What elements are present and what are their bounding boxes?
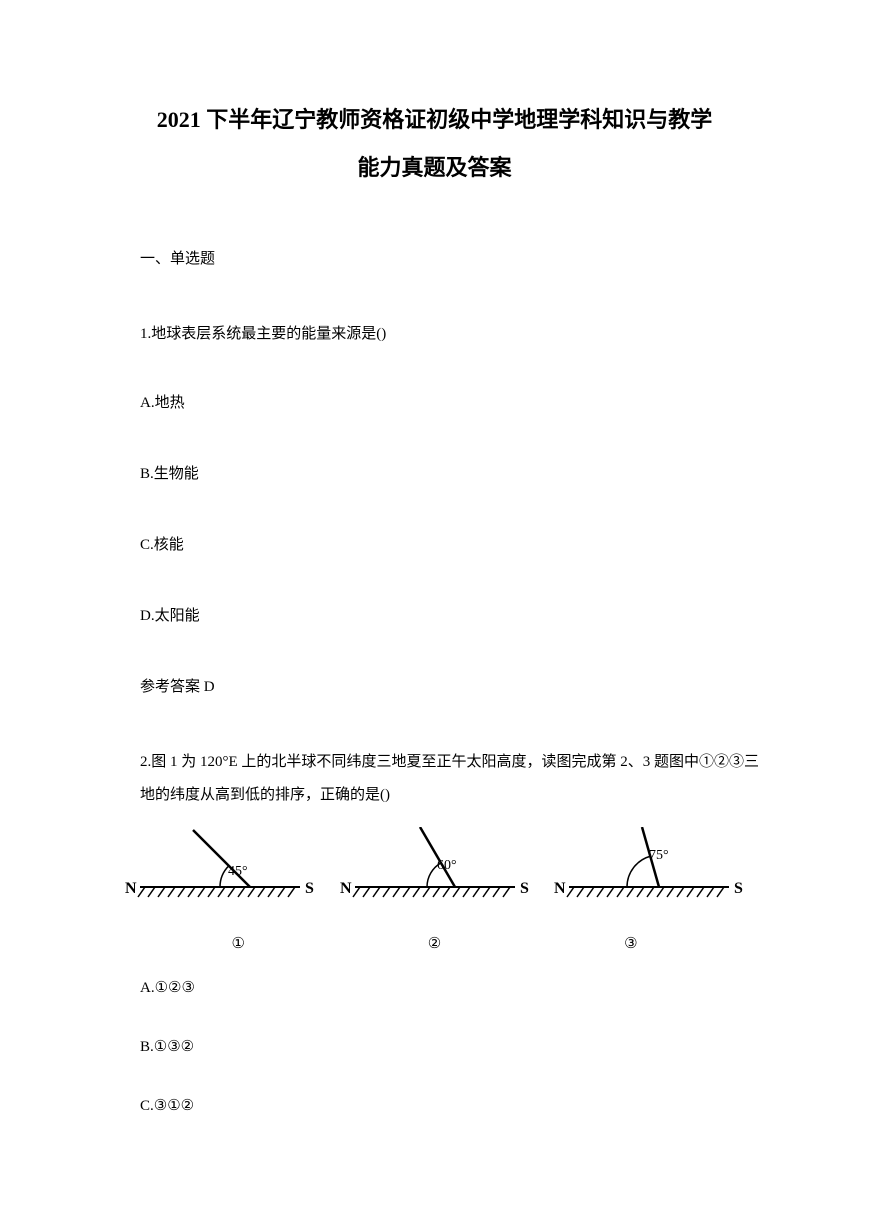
sun-angle-diagram-2: N S 60° [335,827,535,917]
sun-angle-diagram-1: N S 45° [120,827,320,917]
q1-option-c: C.核能 [140,533,759,554]
q2-option-c: C.③①② [140,1096,759,1115]
hatching [138,887,295,897]
angle-label: 60° [437,858,457,873]
sun-ray [420,827,455,887]
q1-option-b: B.生物能 [140,462,759,483]
question-2-text: 2.图 1 为 120°E 上的北半球不同纬度三地夏至正午太阳高度，读图完成第 … [140,746,759,812]
north-label: N [340,880,352,897]
q1-option-d: D.太阳能 [140,604,759,625]
diagram-label-1: ① [140,934,336,953]
section-header: 一、单选题 [140,247,759,268]
south-label: S [305,880,314,897]
diagram-row: N S 45° [110,827,759,922]
diagram-1: N S 45° [120,827,320,922]
document-title: 2021 下半年辽宁教师资格证初级中学地理学科知识与教学 能力真题及答案 [110,100,759,187]
angle-label: 45° [228,864,248,879]
north-label: N [125,880,137,897]
diagram-2: N S 60° [335,827,535,922]
diagram-label-3: ③ [533,934,729,953]
diagram-3: N S 75° [549,827,749,922]
angle-arc [627,856,651,887]
title-line-1: 2021 下半年辽宁教师资格证初级中学地理学科知识与教学 [110,100,759,140]
diagram-label-2: ② [336,934,532,953]
q1-option-a: A.地热 [140,391,759,412]
hatching [353,887,510,897]
north-label: N [554,880,566,897]
angle-label: 75° [649,848,669,863]
south-label: S [734,880,743,897]
hatching [567,887,724,897]
question-1-text: 1.地球表层系统最主要的能量来源是() [140,318,759,351]
diagram-number-labels: ① ② ③ [110,934,759,953]
q2-option-a: A.①②③ [140,978,759,997]
sun-angle-diagram-3: N S 75° [549,827,749,917]
south-label: S [520,880,529,897]
question-1-block: 1.地球表层系统最主要的能量来源是() A.地热 B.生物能 C.核能 D.太阳… [110,318,759,696]
title-line-2: 能力真题及答案 [110,148,759,188]
q1-answer: 参考答案 D [140,675,759,696]
q2-option-b: B.①③② [140,1037,759,1056]
